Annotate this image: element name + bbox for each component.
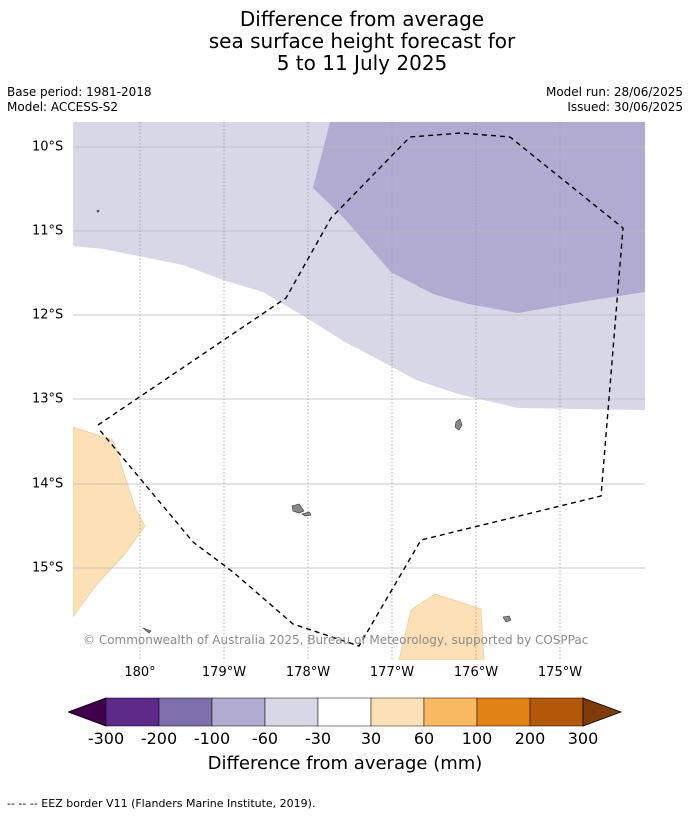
meta-left: Base period: 1981-2018 Model: ACCESS-S2: [7, 85, 152, 115]
lon-gridlines: [139, 122, 561, 660]
lon-label: 177°W: [369, 665, 415, 680]
island-5: [142, 627, 152, 634]
colorbar-tick: 30: [360, 729, 382, 748]
island-2: [291, 503, 305, 514]
colorbar-bin: [423, 697, 478, 727]
colorbar-bin: [476, 697, 531, 727]
copyright-notice: © Commonwealth of Australia 2025, Bureau…: [83, 633, 589, 647]
island-4: [502, 615, 512, 623]
map-title: Difference from average sea surface heig…: [0, 8, 690, 74]
colorbar-bin: [370, 697, 425, 727]
colorbar-tick: -30: [304, 729, 332, 748]
lon-label: 179°W: [201, 665, 247, 680]
title-line-3: 5 to 11 July 2025: [276, 51, 448, 75]
colorbar-tick: -200: [140, 729, 178, 748]
meta-right: Model run: 28/06/2025 Issued: 30/06/2025: [546, 85, 683, 115]
lon-label: 180°: [124, 665, 156, 680]
colorbar-bin: [317, 697, 372, 727]
colorbar-tick: 100: [461, 729, 493, 748]
colorbar-ticks: -300 -200 -100 -60 -30 30 60 100 200 300: [0, 729, 690, 749]
colorbar-tick: -100: [193, 729, 231, 748]
colorbar-tick: -300: [87, 729, 125, 748]
colorbar-bin: [264, 697, 319, 727]
lat-label: 13°S: [32, 391, 64, 407]
colorbar-bin: [529, 697, 584, 727]
lat-label: 15°S: [32, 560, 64, 576]
title-line-1: Difference from average: [239, 7, 485, 31]
lat-gridlines: [73, 146, 645, 569]
colorbar-bin: [105, 697, 160, 727]
base-period: Base period: 1981-2018: [7, 85, 152, 99]
colorbar-tick: -60: [251, 729, 279, 748]
issued-date: Issued: 30/06/2025: [567, 100, 683, 114]
colorbar-tick: 60: [413, 729, 435, 748]
colorbar-extend-low: [68, 697, 107, 727]
map-area: [73, 122, 645, 660]
lat-label: 11°S: [32, 223, 64, 239]
island-1: [454, 418, 463, 431]
islands: [96, 209, 512, 634]
island-6: [96, 209, 100, 213]
colorbar-tick: 200: [514, 729, 546, 748]
title-line-2: sea surface height forecast for: [208, 29, 516, 53]
model-name: Model: ACCESS-S2: [7, 100, 119, 114]
colorbar-tick: 300: [567, 729, 599, 748]
eez-border: [97, 132, 624, 647]
colorbar-bin: [211, 697, 266, 727]
lon-label: 176°W: [453, 665, 499, 680]
colorbar: [68, 697, 623, 727]
anomaly-region-light-orange-west: [73, 426, 146, 618]
lat-label: 14°S: [32, 476, 64, 492]
colorbar-bin: [158, 697, 213, 727]
anomaly-region-light-orange-south: [398, 593, 485, 660]
lon-label: 178°W: [285, 665, 331, 680]
eez-source-note: -- -- -- EEZ border V11 (Flanders Marine…: [7, 797, 316, 810]
map-canvas: [73, 122, 645, 660]
island-3: [301, 511, 312, 517]
lat-label: 10°S: [32, 139, 64, 155]
model-run: Model run: 28/06/2025: [545, 85, 683, 99]
colorbar-label: Difference from average (mm): [207, 753, 483, 774]
colorbar-extend-high: [582, 697, 623, 727]
lat-label: 12°S: [32, 307, 64, 323]
lon-label: 175°W: [537, 665, 583, 680]
anomaly-region-mid-purple: [313, 122, 645, 313]
